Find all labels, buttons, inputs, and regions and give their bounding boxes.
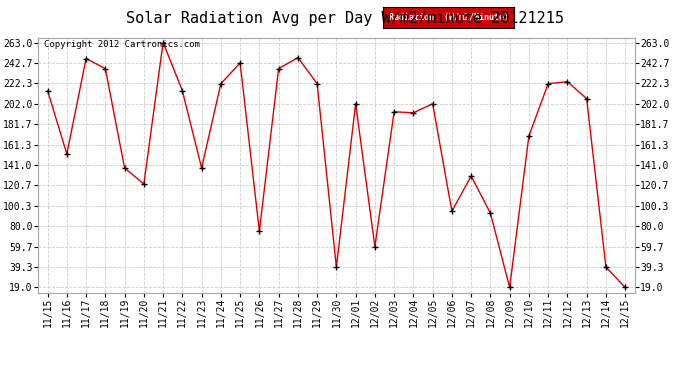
Text: Solar Radiation Avg per Day W/m2/minute 20121215: Solar Radiation Avg per Day W/m2/minute …	[126, 11, 564, 26]
Text: Copyright 2012 Cartronics.com: Copyright 2012 Cartronics.com	[44, 40, 200, 49]
Text: Radiation  (W/m2/Minute): Radiation (W/m2/Minute)	[388, 13, 509, 22]
